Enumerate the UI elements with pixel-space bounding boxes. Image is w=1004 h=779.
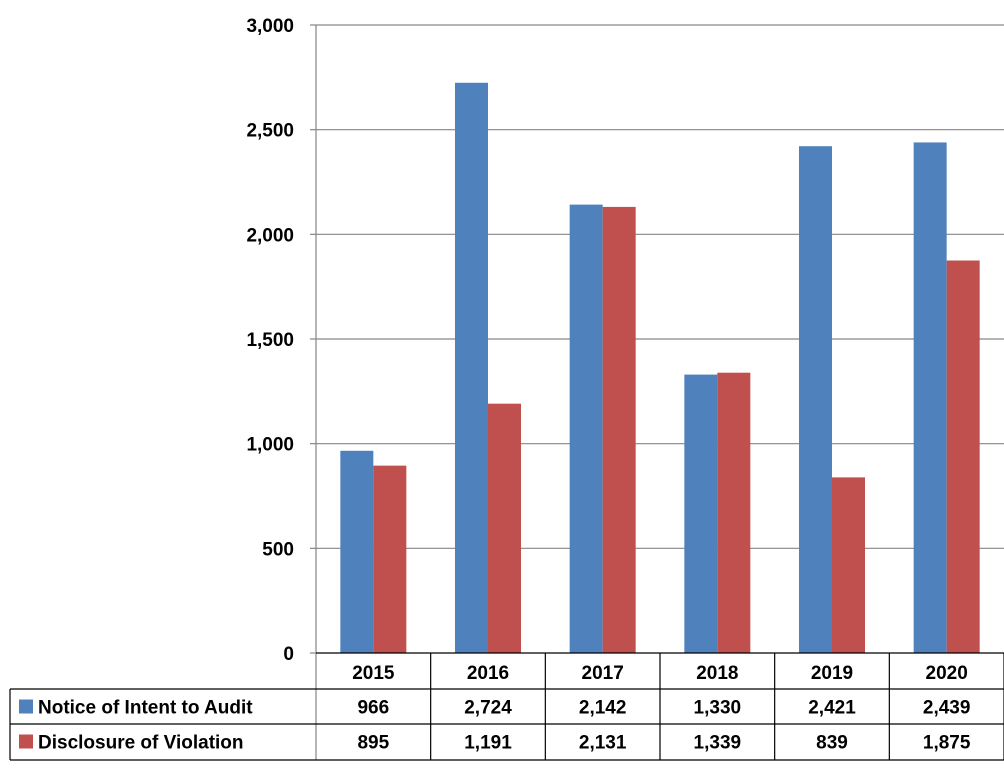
bar	[684, 374, 718, 653]
bar	[913, 142, 947, 653]
y-tick-label: 3,000	[246, 16, 294, 37]
bar	[488, 403, 521, 653]
y-tick-label: 500	[262, 539, 294, 560]
table-cell: 2,131	[579, 733, 627, 754]
bar	[373, 465, 407, 653]
x-tick-label: 2016	[467, 663, 509, 684]
y-tick-label: 1,500	[246, 330, 294, 351]
table-cell: 1,339	[694, 733, 742, 754]
table-cell: 1,875	[923, 733, 971, 754]
bar	[832, 477, 865, 653]
legend-swatch	[19, 734, 33, 749]
table-row-label: Notice of Intent to Audit	[38, 698, 253, 719]
x-tick-label: 2020	[926, 663, 968, 684]
bar	[455, 82, 488, 653]
bar	[946, 260, 980, 653]
table-cell: 839	[816, 733, 848, 754]
y-tick-label: 2,500	[246, 121, 294, 142]
x-tick-label: 2017	[582, 663, 624, 684]
bar	[569, 204, 603, 653]
table-cell: 1,330	[694, 698, 742, 719]
table-cell: 2,142	[579, 698, 627, 719]
table-cell: 895	[357, 733, 389, 754]
y-tick-label: 2,000	[246, 225, 294, 246]
y-tick-label: 1,000	[246, 435, 294, 456]
table-cell: 2,439	[923, 698, 971, 719]
table-cell: 2,724	[464, 698, 512, 719]
table-cell: 1,191	[464, 733, 512, 754]
bar	[717, 372, 751, 653]
y-tick-label: 0	[283, 644, 294, 665]
x-tick-label: 2019	[811, 663, 853, 684]
bar	[799, 146, 832, 654]
table-cell: 2,421	[808, 698, 856, 719]
bar	[340, 450, 374, 653]
x-tick-label: 2018	[696, 663, 738, 684]
table-cell: 966	[357, 698, 389, 719]
table-row-label: Disclosure of Violation	[38, 733, 244, 754]
legend-swatch	[19, 699, 33, 714]
x-tick-label: 2015	[352, 663, 395, 684]
bar	[602, 206, 636, 654]
